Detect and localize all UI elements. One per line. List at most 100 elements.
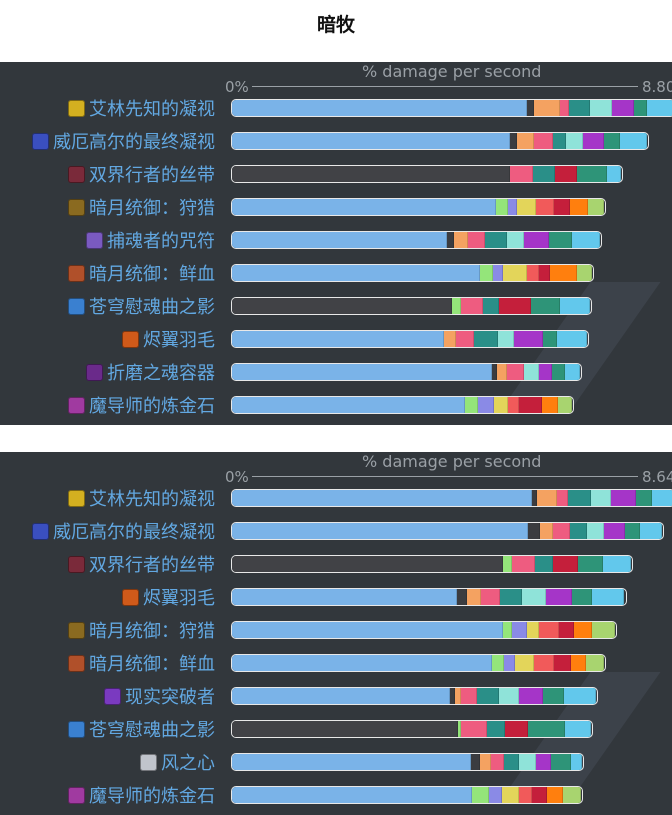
bar-segment-mint (566, 133, 584, 149)
bar-segment-pink (460, 298, 483, 314)
item-icon (68, 99, 85, 117)
stacked-bar[interactable] (231, 687, 598, 705)
bar-segment-teal (567, 490, 592, 506)
row-label: 暗月统御：鲜血 (68, 651, 215, 675)
stacked-bar[interactable] (231, 555, 634, 573)
bar-segment-pink (461, 721, 487, 737)
item-icon (122, 588, 139, 606)
bar-row: 苍穹慰魂曲之影 (0, 294, 672, 318)
bar-segment-dark (232, 556, 504, 572)
stacked-bar[interactable] (231, 621, 617, 639)
bar-segment-dark (527, 523, 540, 539)
bar-segment-lgreen (503, 622, 513, 638)
stacked-bar[interactable] (231, 522, 665, 540)
bar-segment-dark (532, 490, 538, 506)
bar-segment-red (553, 655, 572, 671)
bar-segment-lavender (507, 199, 518, 215)
stacked-bar[interactable] (231, 786, 583, 804)
bar-segment-main (232, 133, 510, 149)
bar-segment-red (504, 721, 528, 737)
stacked-bar[interactable] (231, 99, 672, 117)
stacked-bar[interactable] (231, 396, 574, 414)
bar-segment-lime (588, 199, 604, 215)
stacked-bar[interactable] (231, 231, 603, 249)
stacked-bar[interactable] (231, 654, 607, 672)
bar-segment-cyan (646, 100, 672, 116)
bar-segment-main (232, 397, 465, 413)
bar-segment-lgreen (492, 655, 505, 671)
bar-segment-orange (496, 364, 508, 380)
bar-segment-dark (471, 754, 481, 770)
bar-segment-main (232, 100, 528, 116)
row-label: 苍穹慰魂曲之影 (68, 717, 215, 741)
bar-segment-dark (457, 589, 467, 605)
bar-segment-yellow (514, 655, 535, 671)
row-label: 威厄高尔的最终凝视 (32, 519, 215, 543)
bar-segment-yellow (493, 397, 509, 413)
bar-segment-salmon (536, 199, 555, 215)
bar-segment-main (232, 523, 528, 539)
bar-segment-pink (461, 688, 478, 704)
bar-segment-teal (482, 298, 500, 314)
bar-segment-teal (569, 523, 588, 539)
bar-segment-orange (480, 754, 491, 770)
bar-segment-orange2 (546, 787, 564, 803)
item-name: 魔导师的炼金石 (89, 786, 215, 807)
bar-row: 双界行者的丝带 (0, 162, 672, 186)
item-icon (68, 396, 85, 414)
stacked-bar[interactable] (231, 297, 592, 315)
bar-segment-pink (552, 523, 570, 539)
bar-row: 烬翼羽毛 (0, 585, 672, 609)
row-label: 风之心 (140, 750, 215, 774)
bar-row: 魔导师的炼金石 (0, 393, 672, 417)
bar-segment-cyan (556, 331, 587, 347)
item-icon (68, 165, 85, 183)
bar-segment-teal (477, 688, 499, 704)
bar-segment-yellow (526, 622, 539, 638)
bar-segment-red (499, 298, 532, 314)
stacked-bar[interactable] (231, 363, 582, 381)
stacked-bar[interactable] (231, 753, 584, 771)
item-name: 苍穹慰魂曲之影 (89, 720, 215, 741)
bar-segment-main (232, 754, 472, 770)
stacked-bar[interactable] (231, 489, 672, 507)
bar-segment-lime (576, 265, 592, 281)
bar-segment-lavender (478, 397, 494, 413)
bar-row: 艾林先知的凝视 (0, 96, 672, 120)
bar-segment-orange (517, 133, 535, 149)
item-name: 威厄高尔的最终凝视 (53, 132, 215, 153)
bar-segment-lavender (504, 655, 515, 671)
stacked-bar[interactable] (231, 330, 589, 348)
stacked-bar[interactable] (231, 165, 623, 183)
bar-row: 苍穹慰魂曲之影 (0, 717, 672, 741)
bar-segment-salmon (534, 655, 554, 671)
stacked-bar[interactable] (231, 264, 594, 282)
bar-segment-orange (454, 688, 462, 704)
stacked-bar[interactable] (231, 198, 606, 216)
bar-segment-green (543, 331, 557, 347)
item-icon (140, 753, 157, 771)
bar-segment-green (577, 556, 603, 572)
bar-row: 暗月统御：鲜血 (0, 651, 672, 675)
bar-segment-red (538, 265, 550, 281)
bar-segment-dark (232, 298, 452, 314)
bar-segment-teal (553, 133, 567, 149)
bar-segment-mint (497, 331, 515, 347)
stacked-bar[interactable] (231, 720, 593, 738)
bar-segment-salmon (526, 265, 539, 281)
bar-segment-yellow (517, 199, 537, 215)
bar-segment-green (603, 133, 620, 149)
bar-segment-main (232, 688, 451, 704)
row-label: 现实突破者 (104, 684, 215, 708)
item-icon (68, 198, 85, 216)
item-name: 暗月统御：鲜血 (89, 654, 215, 675)
stacked-bar[interactable] (231, 588, 627, 606)
stacked-bar[interactable] (231, 132, 649, 150)
row-label: 烬翼羽毛 (122, 327, 215, 351)
bar-segment-dark (447, 232, 454, 248)
bar-segment-teal (532, 166, 556, 182)
bar-row: 艾林先知的凝视 (0, 486, 672, 510)
bar-segment-pink (455, 331, 475, 347)
row-label: 魔导师的炼金石 (68, 393, 215, 417)
bar-segment-pink (480, 589, 500, 605)
